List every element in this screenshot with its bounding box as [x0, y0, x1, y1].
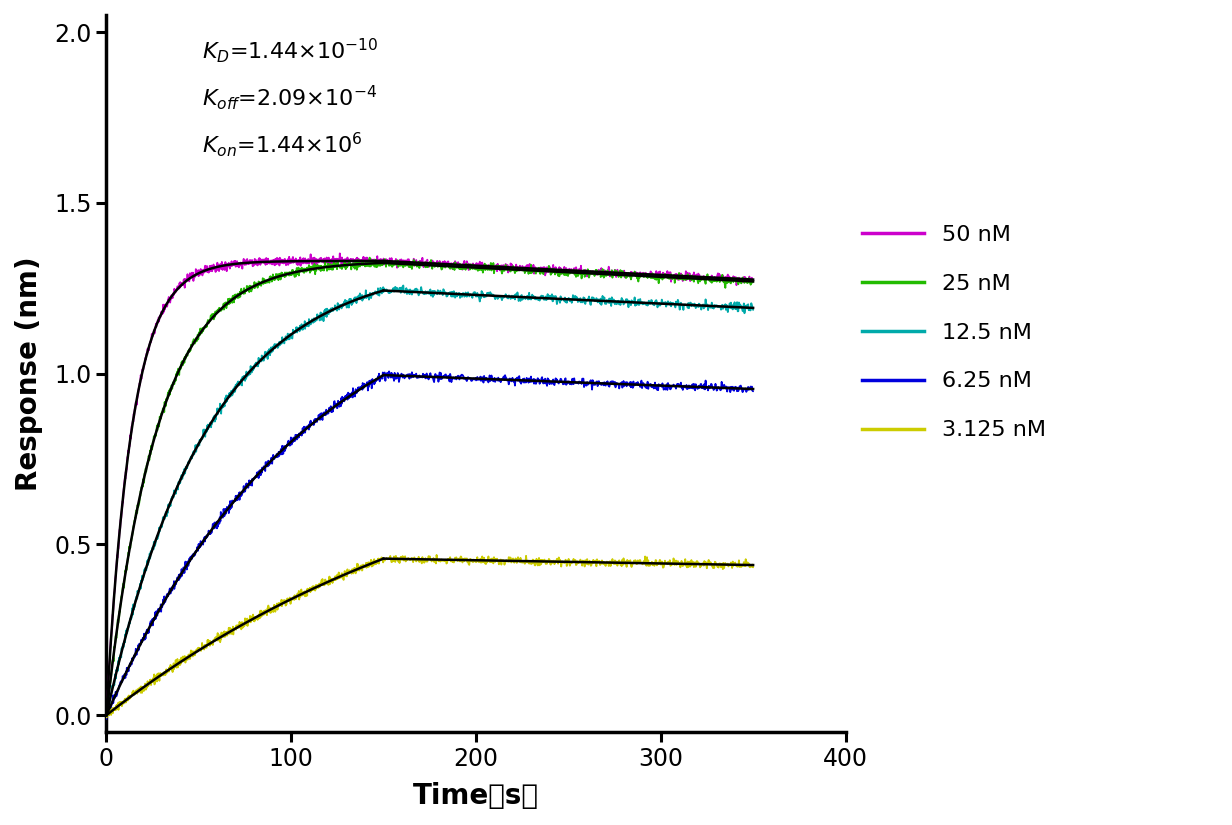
Text: $K_D$=1.44×10$^{-10}$
$K_{off}$=2.09×10$^{-4}$
$K_{on}$=1.44×10$^{6}$: $K_D$=1.44×10$^{-10}$ $K_{off}$=2.09×10$… — [202, 36, 378, 158]
X-axis label: Time（s）: Time（s） — [413, 782, 538, 810]
Legend: 50 nM, 25 nM, 12.5 nM, 6.25 nM, 3.125 nM: 50 nM, 25 nM, 12.5 nM, 6.25 nM, 3.125 nM — [853, 216, 1055, 449]
Y-axis label: Response (nm): Response (nm) — [15, 257, 43, 491]
